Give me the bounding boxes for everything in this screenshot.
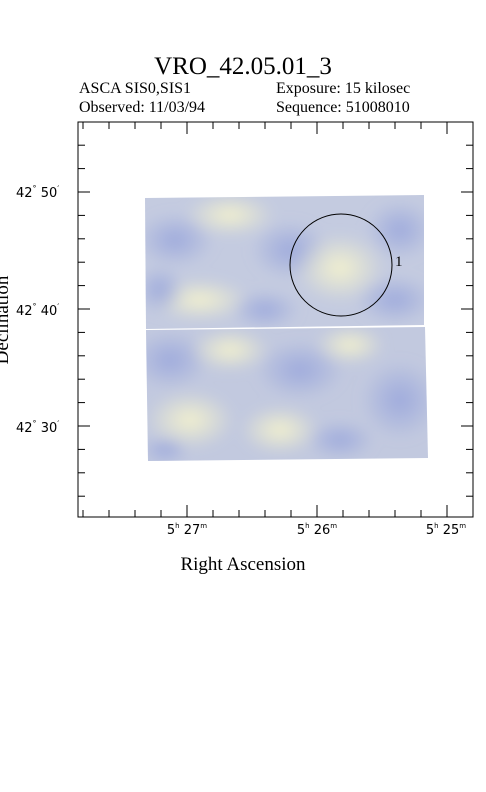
x-tick-labels: 5h 27m 5h 26m 5h 25m [167,522,466,538]
x-tick-label: 5h 25m [426,522,466,538]
exposure-label: Exposure: 15 kilosec [276,80,411,97]
y-tick-label: 42° 30′ [16,419,59,436]
region-circle [289,213,393,317]
axis-ticks [78,122,474,517]
image-panel-upper [145,195,424,329]
region-label: 1 [395,254,403,270]
y-tick-label: 42° 40′ [16,302,59,319]
plot-title: VRO_42.05.01_3 [154,53,332,80]
plot-frame [77,121,474,518]
x-tick-label: 5h 26m [297,522,337,538]
sequence-label: Sequence: 51008010 [276,99,410,116]
x-axis-label: Right Ascension [180,554,306,575]
y-axis-label: Declination [0,275,13,365]
observed-date: Observed: 11/03/94 [79,99,206,116]
x-tick-label: 5h 27m [167,522,207,538]
y-tick-labels: 42° 50′ 42° 40′ 42° 30′ [16,184,59,436]
instrument-label: ASCA SIS0,SIS1 [79,80,192,97]
y-tick-label: 42° 50′ [16,184,59,201]
image-panel-lower [146,327,428,461]
